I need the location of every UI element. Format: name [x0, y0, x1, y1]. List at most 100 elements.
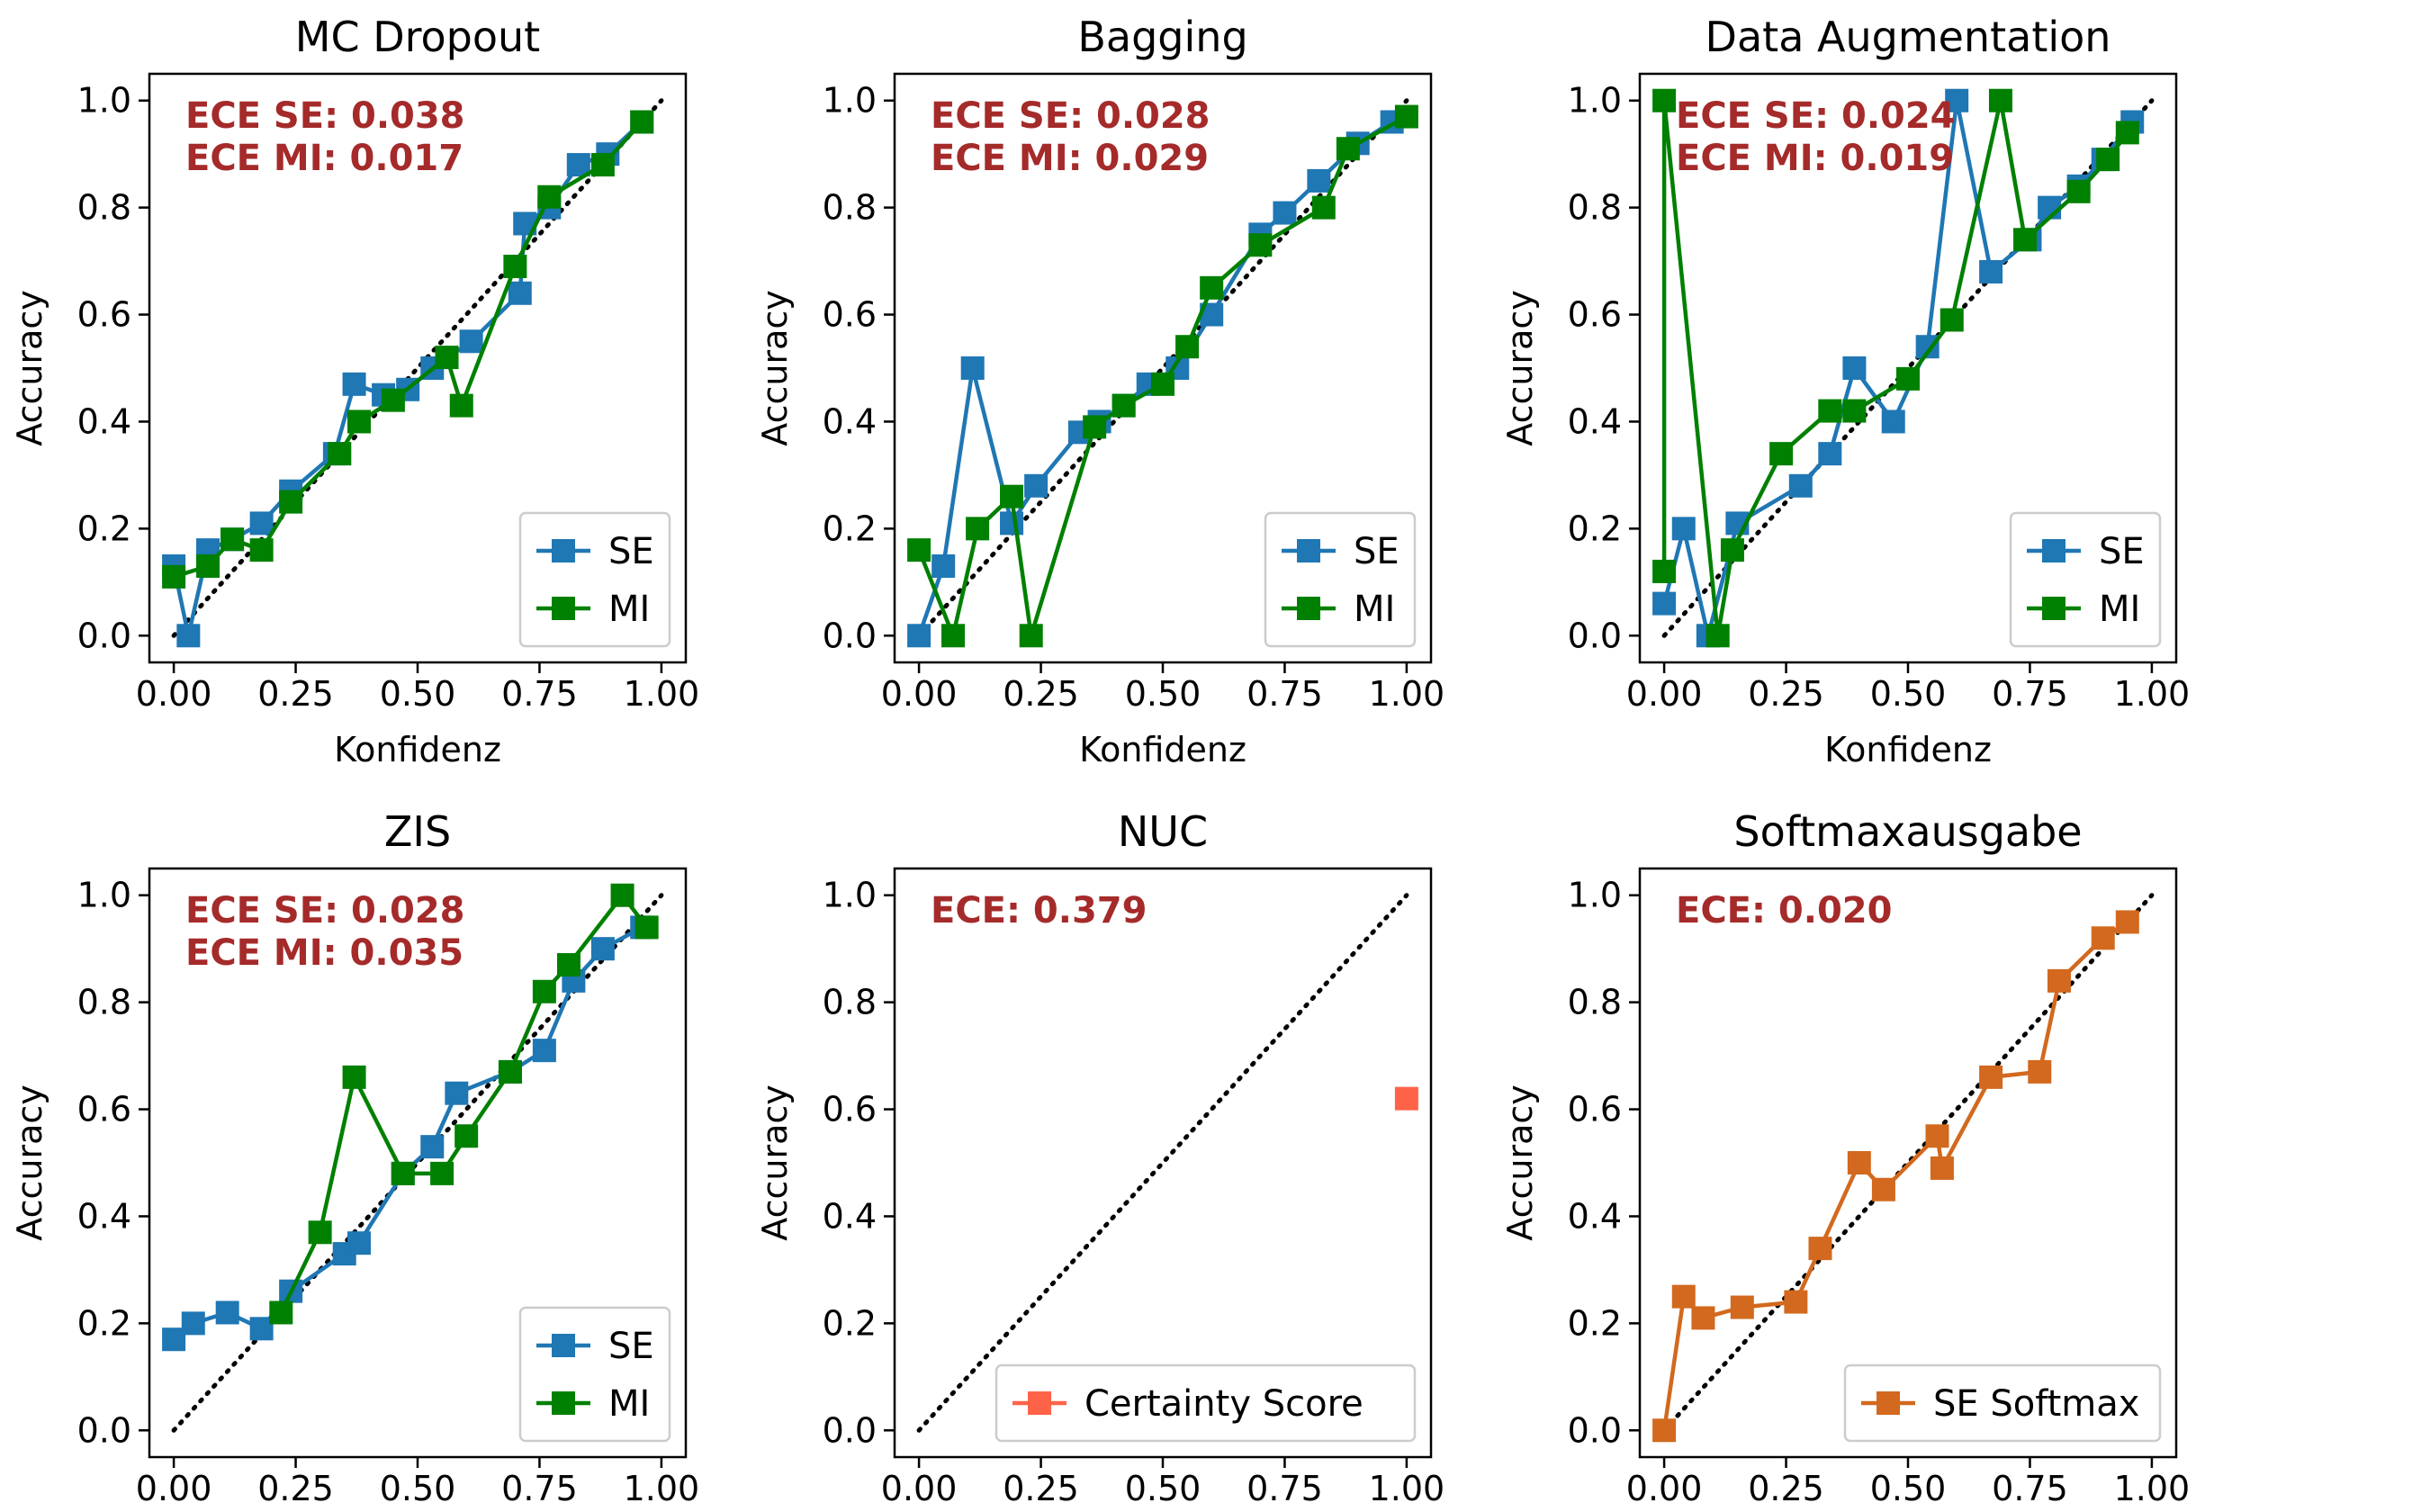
data-point [590, 937, 615, 961]
legend-label: MI [608, 1383, 650, 1425]
ece-annotation: ECE MI: 0.019 [1676, 138, 1954, 179]
data-point [630, 110, 654, 134]
legend-marker [552, 597, 575, 620]
legend: SE MI [518, 1306, 671, 1443]
data-point [532, 979, 556, 1004]
y-tick-label: 1.0 [1568, 81, 1622, 121]
x-tick-label: 1.00 [624, 1469, 700, 1508]
y-tick-label: 1.0 [77, 81, 131, 121]
y-axis-label: Accuracy [10, 1084, 50, 1241]
data-point [1652, 1418, 1677, 1443]
x-tick-label: 0.00 [136, 1469, 212, 1508]
data-point [1652, 591, 1677, 616]
y-tick-label: 0.0 [823, 1410, 877, 1450]
data-point [176, 624, 201, 648]
legend-label: MI [1354, 589, 1395, 630]
data-point [391, 1161, 415, 1185]
data-point [1151, 372, 1174, 396]
data-point [220, 527, 245, 552]
data-point [907, 624, 932, 648]
subplot-5: NUC 0.00 0.25 0.50 0.75 1.00 0.0 0.2 0.4 0.6 0.8 1.… [755, 807, 1444, 1508]
x-tick-label: 1.00 [2114, 674, 2191, 714]
subplot-6: Softmaxausgabe 0.00 0.25 0.50 0.75 1.00 0.0 0.2… [1500, 807, 2190, 1508]
data-point [445, 1081, 469, 1105]
legend-box [994, 1364, 1417, 1443]
data-point [1307, 168, 1331, 193]
x-tick-label: 0.75 [1992, 1469, 2068, 1508]
legend-label: SE Softmax [1933, 1383, 2139, 1425]
x-tick-label: 1.00 [624, 674, 700, 714]
y-tick-label: 0.4 [77, 401, 131, 441]
x-tick-label: 0.00 [881, 1469, 958, 1508]
x-tick-label: 0.75 [501, 1469, 578, 1508]
data-point [420, 1135, 445, 1159]
legend-label: Certainty Score [1084, 1383, 1364, 1425]
data-point [459, 329, 483, 354]
data-point [1896, 366, 1920, 391]
data-point [2091, 926, 2115, 950]
y-tick-label: 0.8 [77, 188, 131, 228]
y-tick-label: 0.6 [1568, 1090, 1622, 1130]
y-tick-label: 0.8 [823, 983, 877, 1022]
x-tick-label: 1.00 [2114, 1469, 2191, 1508]
legend: Certainty Score [994, 1364, 1417, 1443]
series-mi [1652, 88, 2139, 648]
legend-marker [1297, 597, 1320, 620]
x-tick-label: 0.50 [1125, 1469, 1202, 1508]
legend-marker [2042, 597, 2066, 620]
ece-annotation: ECE SE: 0.024 [1676, 95, 1956, 137]
y-tick-label: 0.2 [823, 1303, 877, 1343]
x-tick-label: 0.75 [1246, 674, 1323, 714]
data-point [162, 1328, 186, 1352]
series-mi [269, 883, 659, 1325]
legend-marker [552, 1334, 575, 1357]
legend: SE MI [518, 511, 671, 648]
y-tick-label: 0.0 [77, 1410, 131, 1450]
y-tick-label: 0.6 [77, 295, 131, 335]
data-point [1925, 1124, 1949, 1148]
legend: SE Softmax [1843, 1364, 2162, 1443]
data-point [1394, 104, 1418, 129]
data-point [196, 554, 220, 578]
y-tick-label: 0.4 [1568, 401, 1622, 441]
data-point [932, 554, 956, 578]
data-point [1671, 1284, 1696, 1309]
y-tick-label: 0.4 [823, 1196, 877, 1236]
data-point [381, 388, 405, 412]
y-axis-label: Accuracy [755, 290, 795, 446]
diagonal-reference-line [916, 893, 1409, 1433]
data-point [1788, 473, 1813, 498]
data-point [342, 1065, 366, 1089]
data-point [1842, 356, 1867, 380]
y-tick-label: 0.8 [1568, 983, 1622, 1022]
y-tick-label: 0.0 [823, 616, 877, 655]
x-tick-label: 0.50 [380, 1469, 456, 1508]
data-point [308, 1220, 332, 1245]
data-point [269, 1300, 293, 1325]
data-point [1930, 1156, 1954, 1180]
y-tick-label: 0.6 [1568, 295, 1622, 335]
data-point [2047, 968, 2071, 993]
data-point [1818, 399, 1842, 423]
data-point [1818, 442, 1842, 466]
data-point [2013, 228, 2038, 252]
data-point [2028, 1059, 2052, 1084]
data-point [1979, 259, 2003, 284]
series-certainty-score [1394, 1086, 1418, 1111]
y-tick-label: 1.0 [823, 81, 877, 121]
data-point [1945, 88, 1969, 112]
subplot-4: ZIS 0.00 0.25 0.50 0.75 1.00 0.0 0.2 0.4 0.6 0.8 1.… [10, 807, 699, 1508]
data-point [1842, 399, 1867, 423]
x-tick-label: 1.00 [1369, 1469, 1445, 1508]
legend-marker [552, 1391, 575, 1415]
subplot-3: Data Augmentation 0.00 0.25 0.50 0.75 1.00 0.0… [1500, 13, 2190, 770]
data-point [1940, 308, 1964, 332]
data-point [1769, 442, 1794, 466]
x-tick-label: 0.25 [1748, 674, 1824, 714]
data-point [1273, 201, 1297, 225]
data-point [1706, 624, 1730, 648]
legend-label: SE [1354, 531, 1400, 572]
data-point [279, 490, 303, 514]
x-tick-label: 0.25 [1003, 1469, 1079, 1508]
